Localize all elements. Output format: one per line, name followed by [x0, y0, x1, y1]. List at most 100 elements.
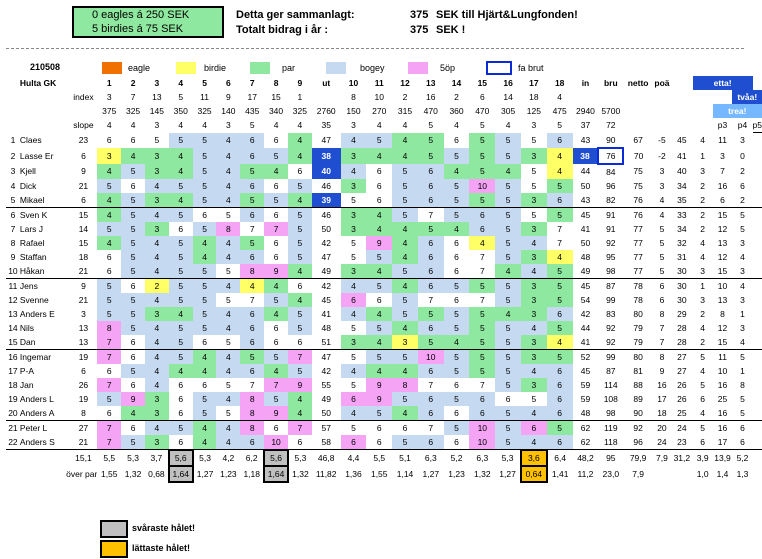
par-cell: 4: [402, 120, 408, 131]
birdie-swatch: [176, 62, 196, 74]
hole-header: 11: [374, 78, 384, 88]
score-cell: 47: [321, 251, 331, 262]
score-cell: 6: [192, 377, 217, 392]
score-cell: 3: [144, 163, 169, 179]
blank: [6, 76, 20, 90]
player-number: 11: [8, 280, 18, 291]
par-cell: 5: [428, 120, 434, 131]
score-cell: 5: [443, 278, 470, 293]
score-cell: 16: [657, 379, 667, 390]
score-cell: 10: [417, 349, 444, 364]
score-cell: 5: [168, 207, 193, 222]
score-cell: 4: [121, 147, 145, 164]
score-cell: 3: [520, 292, 547, 307]
score-cell: 5: [121, 221, 145, 236]
score-cell: 57: [321, 422, 331, 433]
player-name: Jens: [19, 280, 38, 291]
player-name: Kjell: [19, 166, 36, 176]
player-hcp: 23: [78, 135, 89, 145]
length-cell: 315: [397, 106, 413, 116]
score-cell: 9: [366, 235, 393, 250]
player-name: Nils: [19, 322, 35, 333]
score-cell: 4: [216, 178, 241, 193]
overpar-cell: 1,32: [124, 468, 142, 479]
score-cell: 45: [580, 365, 591, 376]
score-cell: 4: [287, 292, 312, 307]
score-cell: 5: [121, 434, 145, 450]
score-cell: 77: [633, 251, 643, 262]
player-hcp: 8: [81, 407, 86, 418]
score-cell: 25: [717, 393, 728, 404]
score-cell: 4: [144, 292, 169, 307]
p-header: p4: [737, 120, 748, 131]
score-cell: 4: [340, 306, 367, 321]
score-cell: -5: [658, 135, 666, 145]
hole-header: 5: [202, 78, 207, 88]
score-cell: 4: [392, 320, 418, 335]
average-row: 15,1 5,5 5,3 3,7 5,6 5,3 4,2 6,2 5,6 5,3 46,8 4,4 5,…: [6, 448, 762, 467]
par-cell: 72: [606, 120, 616, 131]
score-cell: 87: [606, 280, 616, 291]
score-cell: 5: [121, 163, 145, 179]
score-cell: 70: [633, 150, 644, 161]
score-cell: 84: [606, 166, 616, 177]
score-cell: 4: [443, 221, 470, 236]
score-cell: 5: [740, 223, 745, 234]
row-label: slope: [73, 120, 94, 131]
score-cell: 5: [495, 349, 521, 364]
blank: [713, 90, 733, 104]
player-row: 2 Lasse Er 6 3 4 3 4 5 4 6 5 4 38 3 4 4 5 5 5 5 3 4 38 76 70 -2 41…: [6, 146, 762, 165]
blank: [6, 118, 20, 133]
score-cell: 4: [287, 405, 312, 420]
score-cell: 4: [340, 405, 367, 420]
overpar-cell: 1,27: [196, 468, 214, 479]
blank: [623, 118, 653, 133]
score-cell: 6: [469, 391, 496, 406]
score-cell: 76: [633, 209, 643, 220]
score-cell: 5: [240, 235, 265, 250]
index-cell: 5: [178, 92, 184, 102]
score-cell: 7: [97, 349, 122, 364]
score-cell: 7: [240, 292, 265, 307]
score-cell: 8: [659, 351, 665, 362]
score-cell: 26: [677, 379, 687, 390]
score-cell: 1: [740, 308, 745, 319]
score-cell: 9: [366, 377, 393, 392]
average-cell: 4,2: [222, 452, 235, 463]
player-number: 21: [8, 422, 18, 433]
score-cell: 7: [264, 221, 288, 236]
score-cell: 5: [392, 391, 418, 406]
score-cell: 5: [121, 306, 145, 321]
score-cell: 6: [366, 420, 393, 435]
score-cell: 4: [495, 306, 521, 321]
score-cell: 5: [287, 306, 312, 321]
score-cell: 4: [546, 163, 573, 179]
hole-header: 13: [426, 78, 436, 88]
blank: [70, 76, 98, 90]
score-cell: 5: [168, 278, 193, 293]
fabrut-swatch: [486, 61, 512, 75]
length-cell: 125: [526, 106, 541, 116]
score-cell: 5: [700, 422, 706, 433]
par-cell: 3: [154, 120, 160, 131]
index-cell: 16: [426, 92, 436, 102]
player-number: 19: [8, 393, 18, 404]
score-cell: 58: [321, 436, 331, 447]
score-cell: 6: [240, 132, 265, 148]
score-cell: 5: [168, 334, 193, 349]
score-cell: 4: [168, 363, 193, 378]
score-cell: 7: [720, 166, 725, 176]
average-cell: 5,5: [103, 452, 116, 463]
blank: [6, 450, 20, 466]
score-cell: 38: [572, 147, 599, 164]
score-cell: 5: [443, 306, 470, 321]
blank: [20, 104, 70, 118]
score-cell: 3: [520, 278, 547, 293]
score-cell: 6: [417, 178, 444, 193]
score-cell: 50: [580, 180, 591, 191]
score-cell: 3: [520, 147, 547, 164]
score-cell: 4: [340, 363, 367, 378]
player-number: 18: [8, 379, 18, 390]
score-cell: 49: [321, 265, 331, 276]
score-cell: 6: [417, 434, 444, 450]
